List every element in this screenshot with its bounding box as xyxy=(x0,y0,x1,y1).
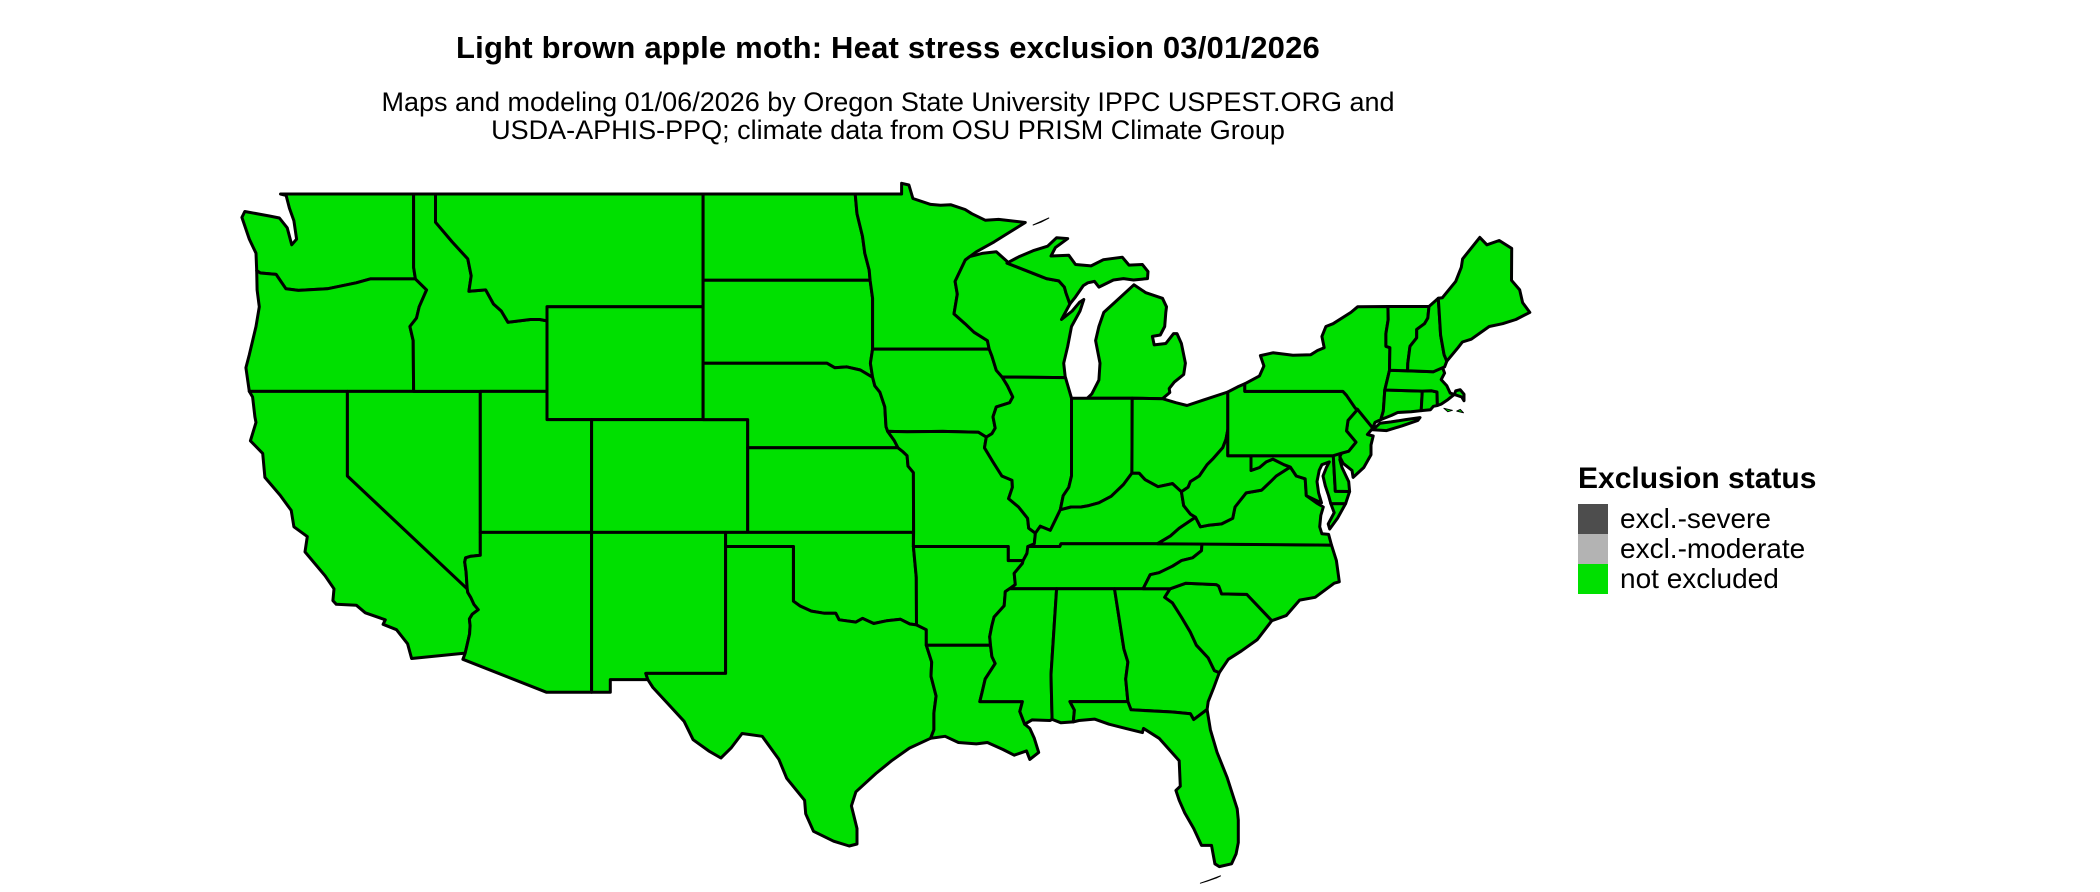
state-new-mexico xyxy=(590,530,728,694)
state-north-carolina xyxy=(1141,542,1341,623)
state-michigan xyxy=(1005,236,1187,401)
state-pennsylvania xyxy=(1226,382,1360,458)
subtitle-line-1: Maps and modeling 01/06/2026 by Oregon S… xyxy=(381,87,1395,117)
subtitle-line-2: USDA-APHIS-PPQ; climate data from OSU PR… xyxy=(491,115,1285,145)
state-texas xyxy=(644,545,938,848)
excl-severe-swatch xyxy=(1578,504,1608,534)
state-oregon xyxy=(244,269,429,393)
legend-title: Exclusion status xyxy=(1578,462,1817,495)
islet-florida-keys xyxy=(1199,875,1221,884)
islet-isle-royale xyxy=(1032,217,1050,226)
state-wyoming xyxy=(545,305,705,422)
excl-severe-label: excl.-severe xyxy=(1620,503,1771,534)
state-north-dakota xyxy=(701,192,872,282)
state-maine xyxy=(1436,235,1532,363)
not-excluded-swatch xyxy=(1578,564,1608,594)
excl-moderate-swatch xyxy=(1578,534,1608,564)
state-florida xyxy=(1068,700,1240,869)
state-colorado xyxy=(590,418,750,534)
page-title: Light brown apple moth: Heat stress excl… xyxy=(456,30,1320,65)
state-connecticut xyxy=(1379,388,1424,422)
state-arizona xyxy=(461,530,594,694)
not-excluded-label: not excluded xyxy=(1620,563,1779,594)
excl-moderate-label: excl.-moderate xyxy=(1620,533,1806,564)
state-maryland xyxy=(1249,454,1352,506)
state-iowa xyxy=(868,347,1015,439)
state-rhode-island xyxy=(1419,389,1439,413)
islet-massachusetts-islands xyxy=(1443,407,1464,414)
legend-item-excl-severe: excl.-severe xyxy=(1578,504,1816,534)
legend-item-not-excluded: not excluded xyxy=(1578,564,1816,594)
page-subtitle: Maps and modeling 01/06/2026 by Oregon S… xyxy=(381,88,1394,144)
state-kansas xyxy=(746,446,916,534)
legend-item-excl-moderate: excl.-moderate xyxy=(1578,534,1816,564)
legend: Exclusion status excl.-severe excl.-mode… xyxy=(1578,464,1816,594)
state-massachusetts xyxy=(1383,365,1466,407)
